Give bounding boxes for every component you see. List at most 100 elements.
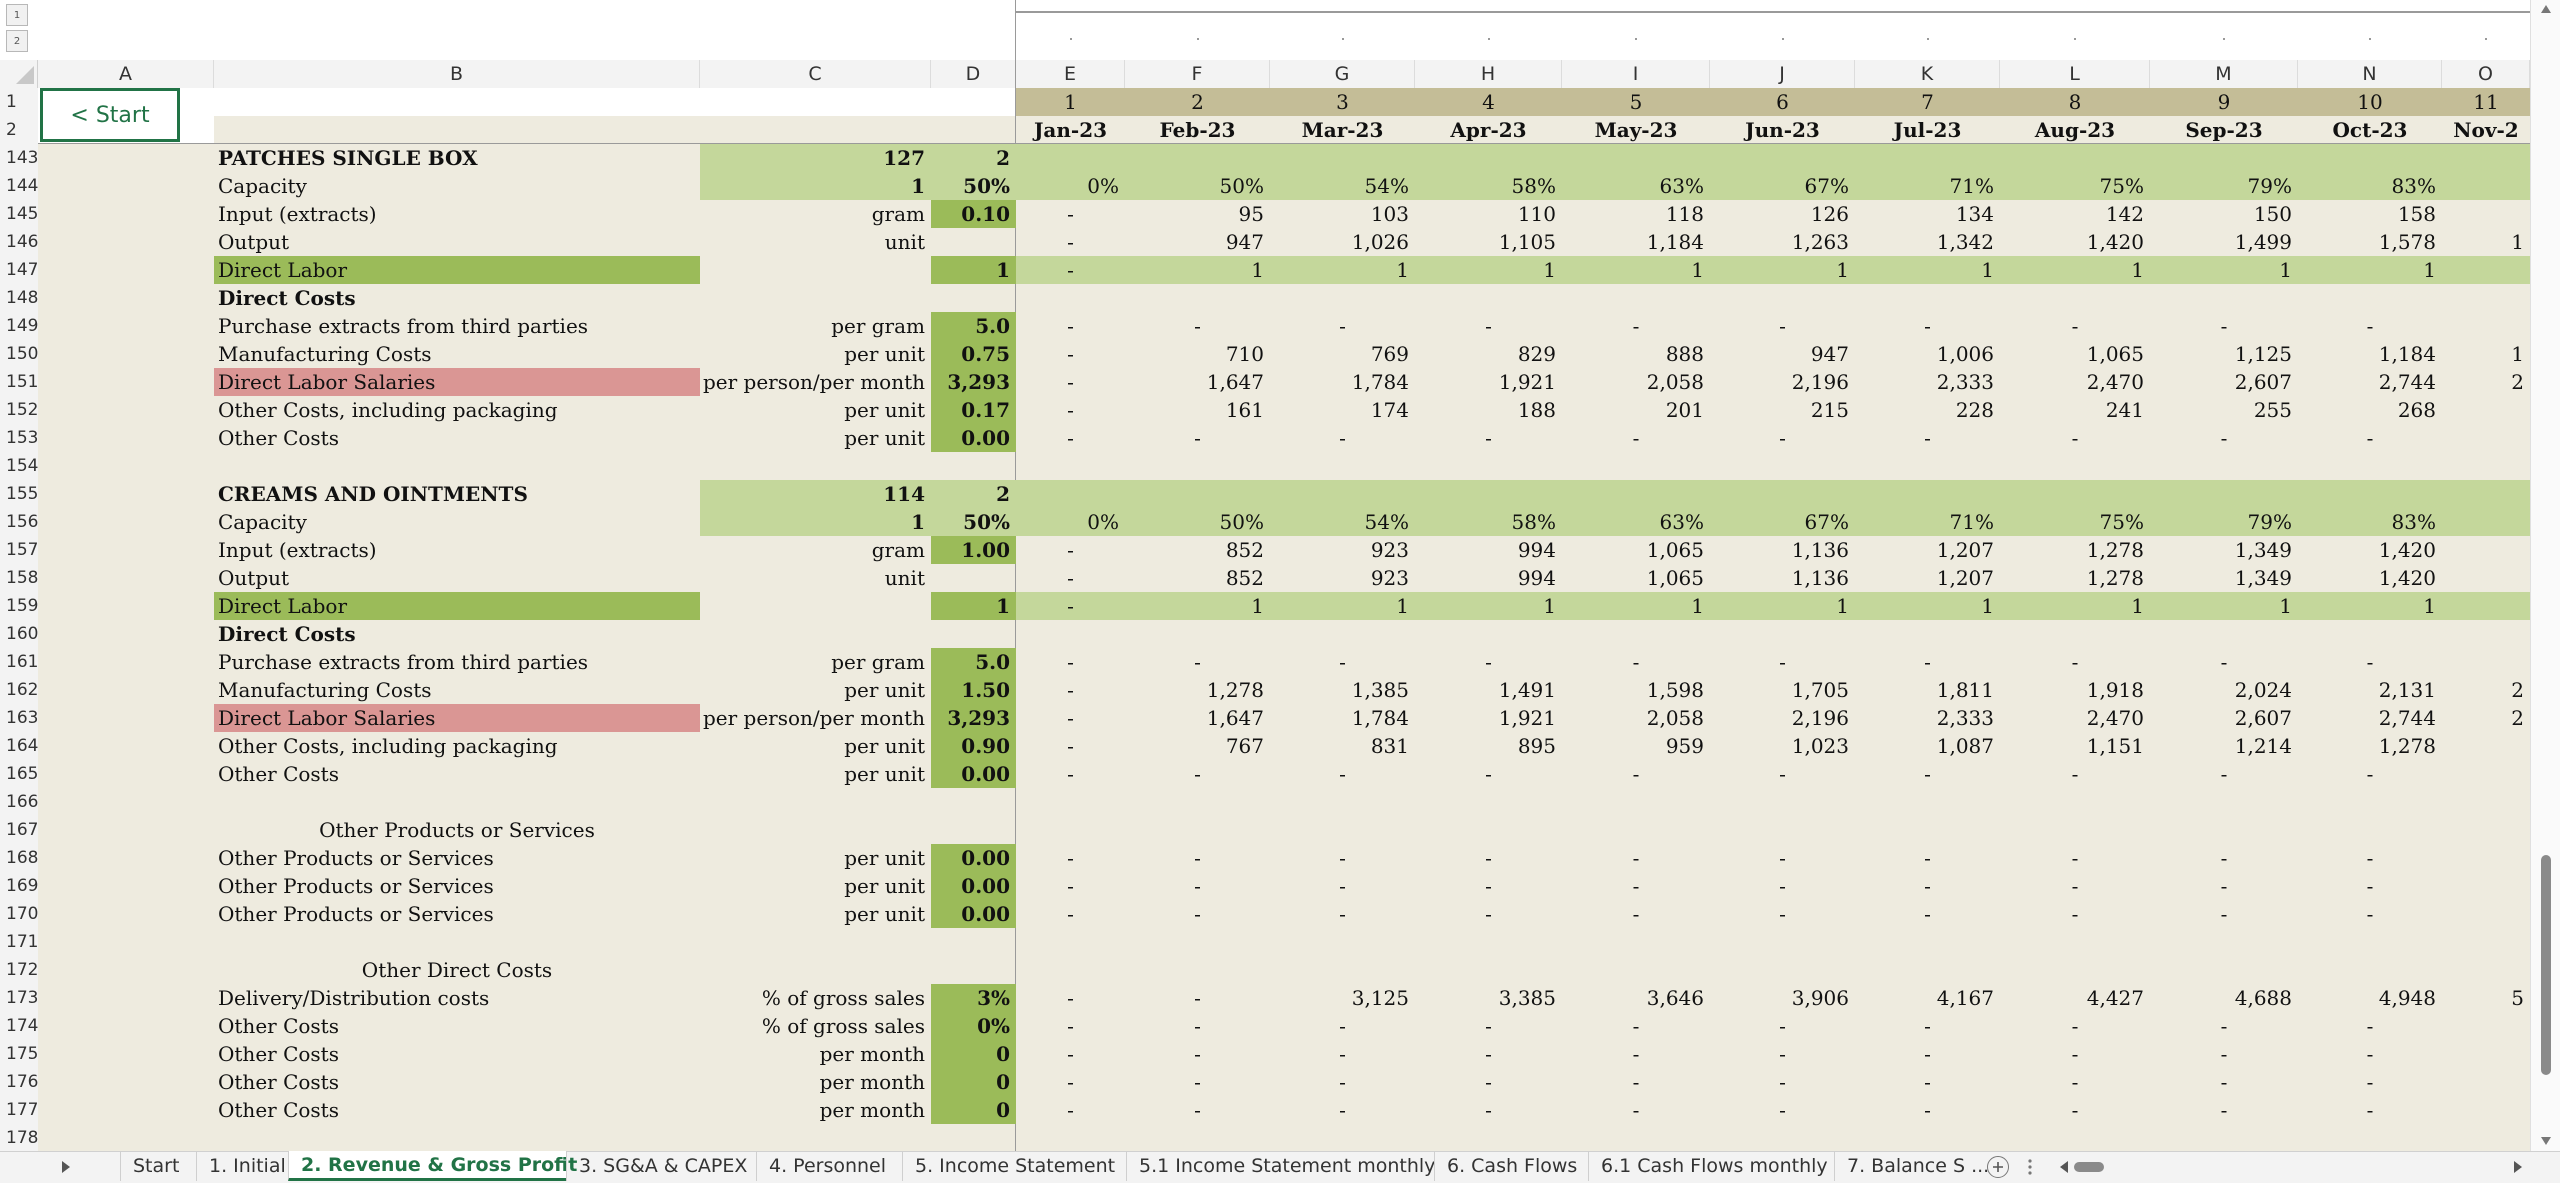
value-cell[interactable]: 1,136: [1791, 566, 1849, 590]
value-cell[interactable]: -: [1779, 846, 1786, 870]
value-cell[interactable]: -: [2071, 874, 2079, 898]
value-cell[interactable]: -: [1632, 1070, 1640, 1094]
value-cell[interactable]: [2298, 928, 2442, 956]
value-cell[interactable]: 1,499: [2234, 230, 2292, 254]
scroll-right-icon[interactable]: [2512, 1160, 2524, 1174]
value-cell[interactable]: 255: [2253, 398, 2292, 422]
value-cell[interactable]: 2,333: [1936, 706, 1994, 730]
value-cell[interactable]: 103: [1370, 202, 1409, 226]
row-header[interactable]: 2: [0, 116, 38, 144]
value-cell[interactable]: 1: [1543, 258, 1556, 282]
value-cell[interactable]: -: [1194, 902, 1201, 926]
value-cell[interactable]: [2000, 452, 2150, 480]
value-cell[interactable]: -: [2220, 846, 2228, 870]
value-cell[interactable]: [2000, 144, 2150, 172]
input-cell[interactable]: 0: [931, 1040, 1016, 1068]
value-cell[interactable]: [1415, 452, 1562, 480]
tab-4-personnel[interactable]: 4. Personnel: [756, 1151, 902, 1181]
column-header-c[interactable]: C: [700, 60, 931, 88]
value-cell[interactable]: -: [1924, 314, 1931, 338]
select-all-corner[interactable]: [0, 60, 38, 88]
value-cell[interactable]: [2442, 508, 2530, 536]
row-label[interactable]: Direct Labor: [218, 258, 348, 282]
row-label[interactable]: Direct Labor: [218, 594, 348, 618]
value-cell[interactable]: 1,214: [2234, 734, 2292, 758]
value-cell[interactable]: -: [1632, 902, 1640, 926]
value-cell[interactable]: [1710, 1124, 1855, 1152]
input-cell[interactable]: 1.50: [931, 676, 1016, 704]
value-cell[interactable]: -: [1067, 426, 1074, 450]
unit-cell[interactable]: gram: [871, 202, 925, 226]
value-cell[interactable]: -: [1485, 1070, 1492, 1094]
value-cell[interactable]: -: [1779, 1014, 1786, 1038]
value-cell[interactable]: 3,125: [1351, 986, 1409, 1010]
input-cell[interactable]: 1: [931, 256, 1016, 284]
row-header[interactable]: 178: [0, 1124, 38, 1152]
value-cell[interactable]: -: [1485, 1042, 1492, 1066]
value-cell[interactable]: -: [1194, 846, 1201, 870]
value-cell[interactable]: 1,065: [1646, 566, 1704, 590]
value-cell[interactable]: -: [1194, 1014, 1201, 1038]
row-header[interactable]: 168: [0, 844, 38, 872]
input-cell[interactable]: 0.75: [931, 340, 1016, 368]
value-cell[interactable]: 1,087: [1936, 734, 1994, 758]
outline-group-bracket[interactable]: [1016, 11, 2540, 13]
value-cell[interactable]: [2000, 956, 2150, 984]
unit-cell[interactable]: per unit: [844, 874, 925, 898]
value-cell[interactable]: 1,105: [1498, 230, 1556, 254]
input-cell[interactable]: [931, 928, 1016, 956]
value-cell[interactable]: 1,065: [2086, 342, 2144, 366]
value-cell[interactable]: -: [2366, 1014, 2374, 1038]
value-cell[interactable]: 174: [1370, 398, 1409, 422]
value-cell[interactable]: 1,065: [1646, 538, 1704, 562]
value-cell[interactable]: 4,427: [2086, 986, 2144, 1010]
input-cell[interactable]: 0: [931, 1068, 1016, 1096]
value-cell[interactable]: 71%: [1949, 510, 1994, 534]
value-cell[interactable]: -: [1924, 762, 1931, 786]
value-cell[interactable]: -: [1924, 846, 1931, 870]
column-header-f[interactable]: F: [1125, 60, 1270, 88]
value-cell[interactable]: 959: [1665, 734, 1704, 758]
column-header-g[interactable]: G: [1270, 60, 1415, 88]
unit-cell[interactable]: per month: [819, 1098, 925, 1122]
value-cell[interactable]: 1,784: [1351, 370, 1409, 394]
value-cell[interactable]: [2442, 144, 2530, 172]
input-cell[interactable]: 1.00: [931, 536, 1016, 564]
vertical-scrollbar[interactable]: [2530, 0, 2560, 1151]
value-cell[interactable]: 2,024: [2234, 678, 2292, 702]
value-cell[interactable]: 1,385: [1351, 678, 1409, 702]
input-cell[interactable]: 0.00: [931, 872, 1016, 900]
value-cell[interactable]: 1,647: [1206, 706, 1264, 730]
value-cell[interactable]: [2298, 788, 2442, 816]
value-cell[interactable]: 888: [1665, 342, 1704, 366]
value-cell[interactable]: 75%: [2099, 174, 2144, 198]
value-cell[interactable]: [1270, 928, 1415, 956]
value-cell[interactable]: [2442, 620, 2530, 648]
value-cell[interactable]: [2298, 816, 2442, 844]
value-cell[interactable]: 1,811: [1936, 678, 1994, 702]
value-cell[interactable]: [1562, 956, 1710, 984]
input-cell[interactable]: [931, 620, 1016, 648]
row-header[interactable]: 154: [0, 452, 38, 480]
row-label[interactable]: Other Products or Services: [218, 846, 494, 870]
input-cell[interactable]: [931, 228, 1016, 256]
value-cell[interactable]: -: [2366, 1098, 2374, 1122]
value-cell[interactable]: -: [1779, 1098, 1786, 1122]
value-cell[interactable]: -: [1067, 594, 1074, 618]
value-cell[interactable]: -: [1067, 902, 1074, 926]
row-label[interactable]: CREAMS AND OINTMENTS: [218, 482, 528, 506]
value-cell[interactable]: [1710, 144, 1855, 172]
input-cell[interactable]: 2: [996, 482, 1010, 506]
value-cell[interactable]: -: [1339, 874, 1346, 898]
value-cell[interactable]: 1,207: [1936, 566, 1994, 590]
value-cell[interactable]: [1016, 144, 1125, 172]
row-header[interactable]: 147: [0, 256, 38, 284]
outline-level-1-button[interactable]: 1: [6, 4, 28, 26]
value-cell[interactable]: [1710, 452, 1855, 480]
value-cell[interactable]: 63%: [1659, 510, 1704, 534]
column-header-e[interactable]: E: [1016, 60, 1125, 88]
value-cell[interactable]: 1: [2279, 594, 2292, 618]
row-label[interactable]: [214, 788, 700, 816]
value-cell[interactable]: [2442, 564, 2530, 592]
value-cell[interactable]: 142: [2105, 202, 2144, 226]
